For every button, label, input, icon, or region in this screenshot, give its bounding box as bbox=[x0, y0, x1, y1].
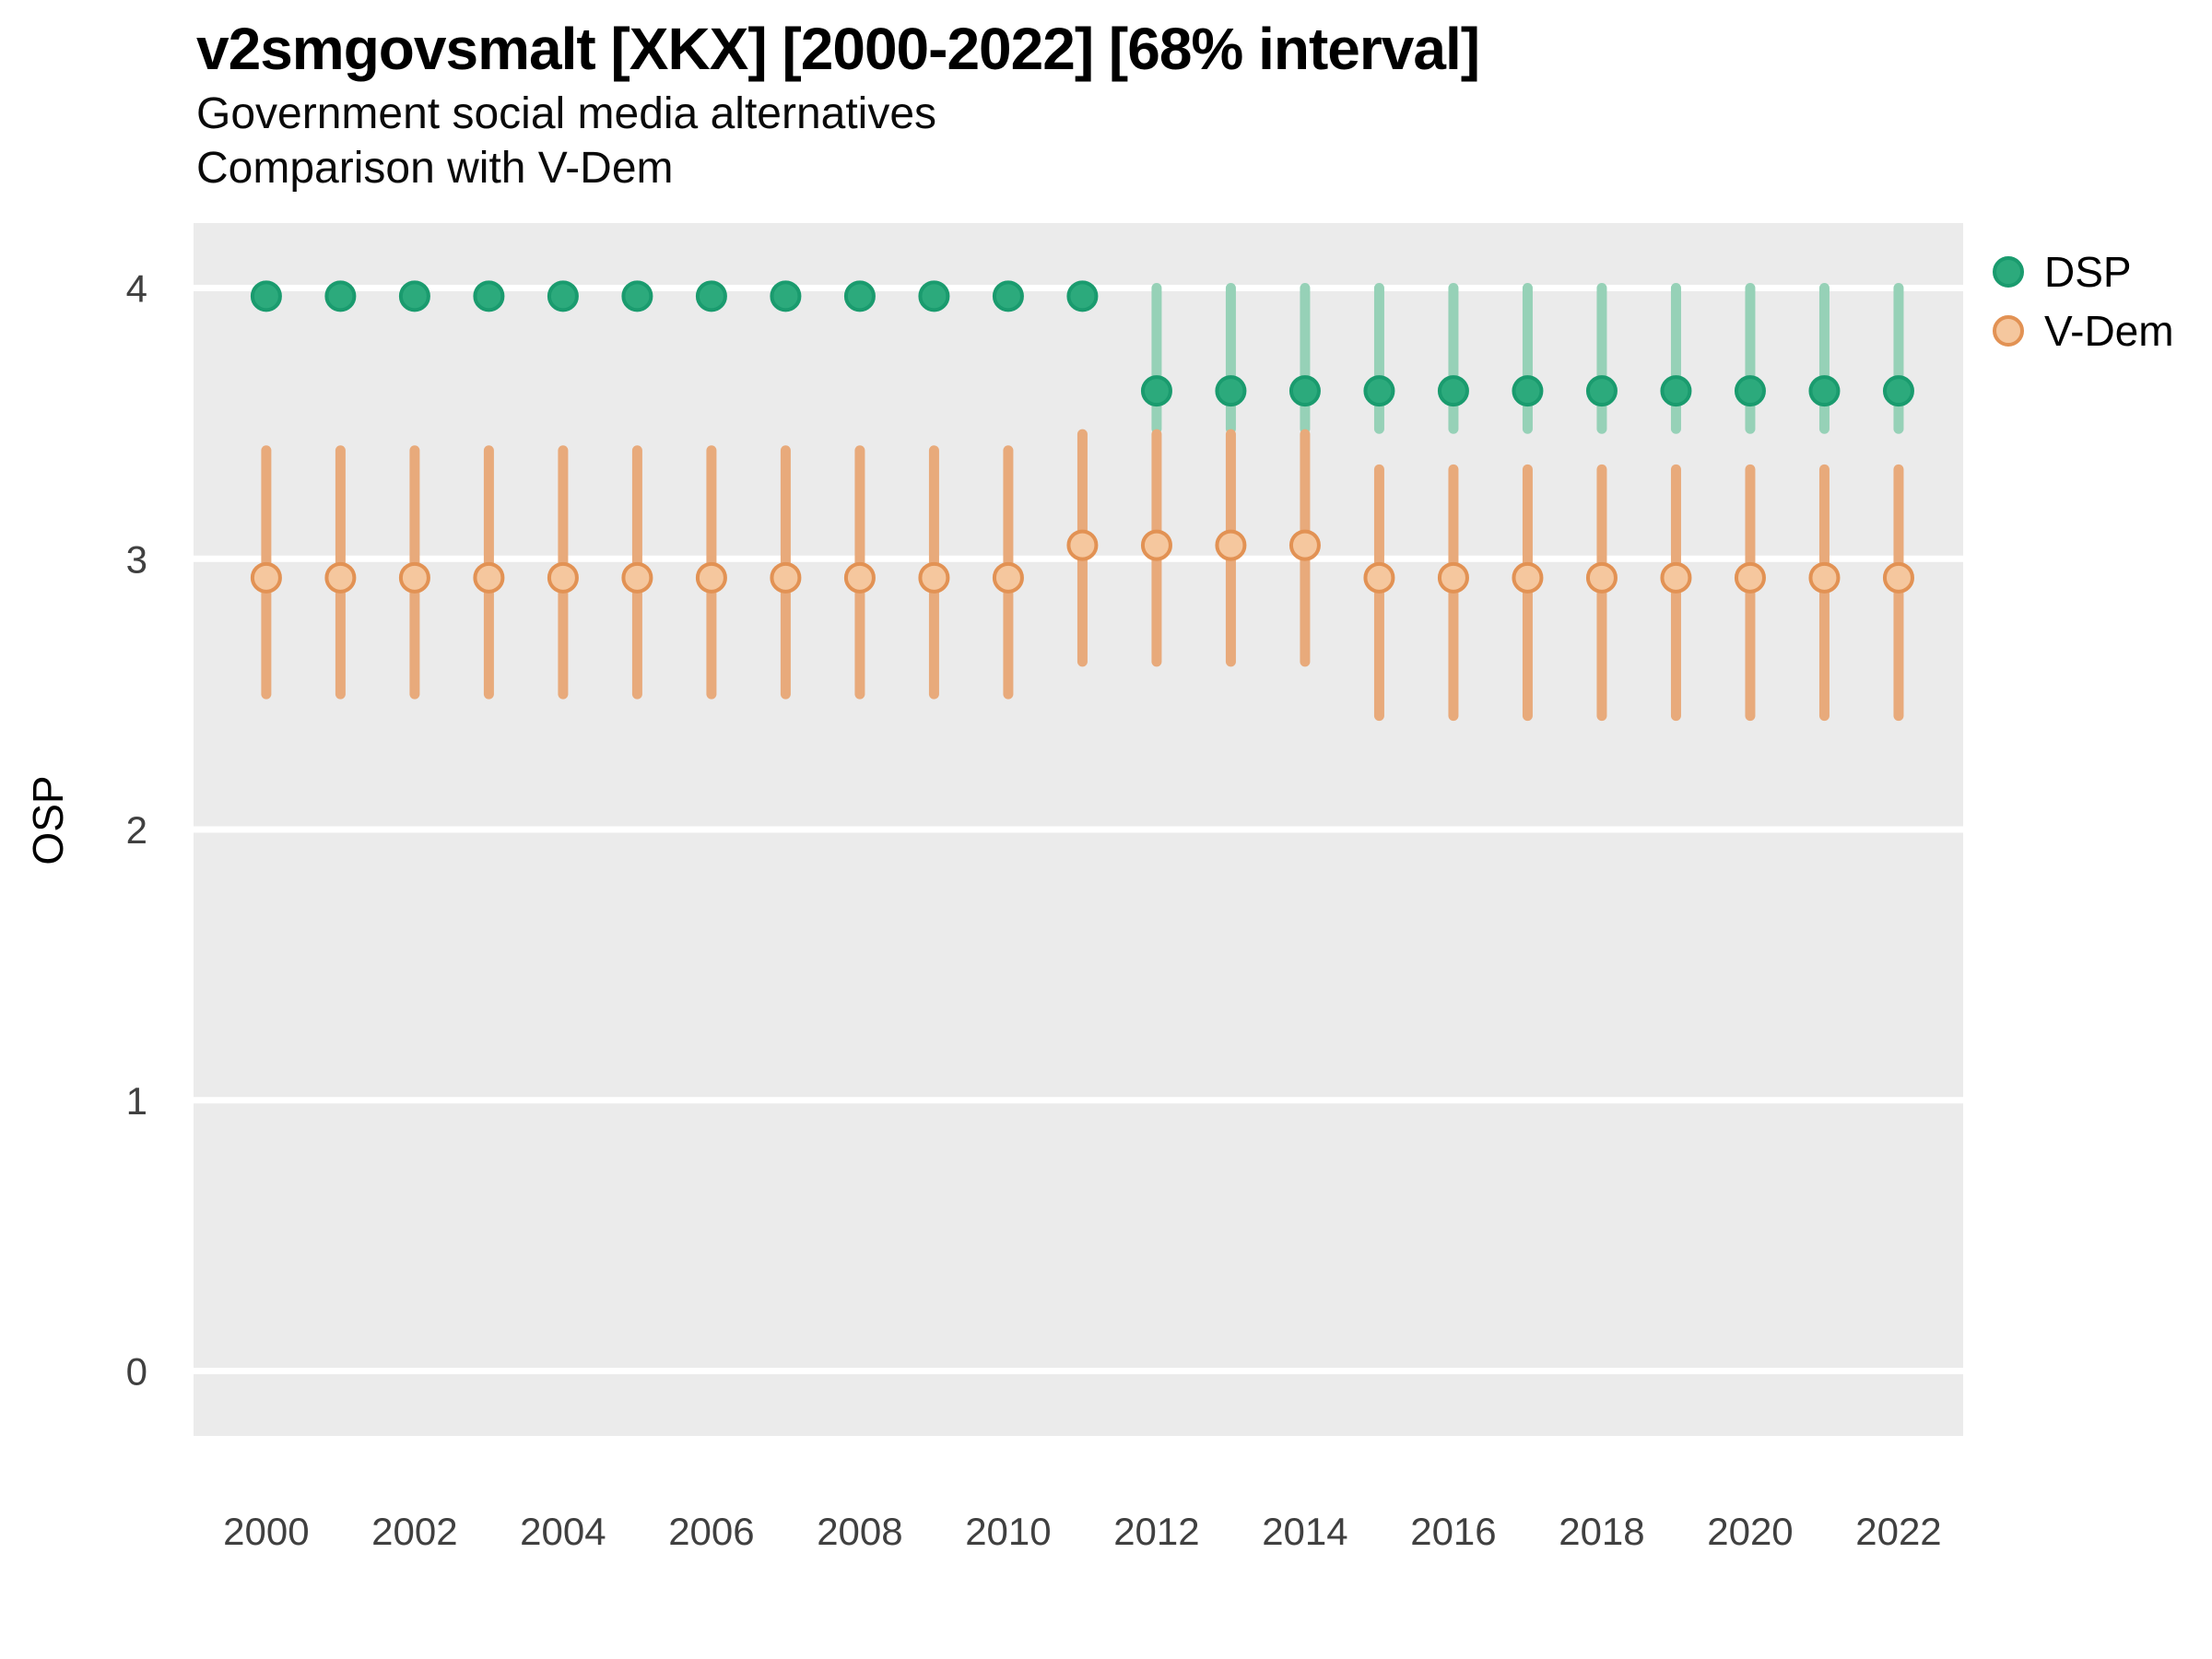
chart-header: v2smgovsmalt [XKX] [2000-2022] [68% inte… bbox=[196, 16, 1480, 195]
y-tick-label-1: 1 bbox=[126, 1079, 147, 1123]
vdem-point-2010 bbox=[992, 561, 1024, 594]
y-tick-label-0: 0 bbox=[126, 1350, 147, 1394]
dsp-legend-label: DSP bbox=[2044, 248, 2132, 296]
x-tick-label-2010: 2010 bbox=[965, 1510, 1051, 1553]
dsp-point-2016 bbox=[1437, 375, 1469, 407]
dsp-point-2007 bbox=[770, 280, 802, 312]
dsp-point-2011 bbox=[1066, 280, 1099, 312]
vdem-point-2015 bbox=[1363, 561, 1395, 594]
vdem-point-2014 bbox=[1288, 529, 1321, 561]
dsp-point-2008 bbox=[843, 280, 876, 312]
vdem-point-2017 bbox=[1512, 561, 1544, 594]
chart-subtitle: Government social media alternatives bbox=[196, 89, 937, 139]
dsp-point-2000 bbox=[250, 280, 282, 312]
dsp-point-2012 bbox=[1140, 375, 1172, 407]
gridline-y-0 bbox=[194, 1368, 1963, 1374]
dsp-point-2006 bbox=[695, 280, 727, 312]
vdem-point-2018 bbox=[1585, 561, 1618, 594]
x-tick-label-2018: 2018 bbox=[1559, 1510, 1644, 1553]
dsp-point-2014 bbox=[1288, 375, 1321, 407]
x-tick-label-2022: 2022 bbox=[1855, 1510, 1941, 1553]
vdem-point-2004 bbox=[547, 561, 579, 594]
dsp-point-2020 bbox=[1734, 375, 1766, 407]
vdem-point-2003 bbox=[473, 561, 505, 594]
x-tick-label-2014: 2014 bbox=[1262, 1510, 1347, 1553]
vdem-point-2013 bbox=[1215, 529, 1247, 561]
x-tick-label-2020: 2020 bbox=[1707, 1510, 1793, 1553]
dsp-point-2013 bbox=[1215, 375, 1247, 407]
legend-item-dsp: DSP bbox=[1993, 251, 2174, 293]
vdem-point-2016 bbox=[1437, 561, 1469, 594]
dsp-legend-dot-icon bbox=[1993, 256, 2024, 288]
vdem-point-2008 bbox=[843, 561, 876, 594]
dsp-point-2002 bbox=[398, 280, 430, 312]
x-tick-label-2016: 2016 bbox=[1410, 1510, 1496, 1553]
vdem-legend-label: V-Dem bbox=[2044, 307, 2174, 355]
y-tick-label-3: 3 bbox=[126, 537, 147, 581]
x-tick-label-2004: 2004 bbox=[520, 1510, 606, 1553]
dsp-point-2005 bbox=[621, 280, 653, 312]
dsp-point-2015 bbox=[1363, 375, 1395, 407]
legend-item-vdem: V-Dem bbox=[1993, 310, 2174, 352]
dsp-point-2017 bbox=[1512, 375, 1544, 407]
dsp-point-2010 bbox=[992, 280, 1024, 312]
vdem-point-2011 bbox=[1066, 529, 1099, 561]
vdem-point-2019 bbox=[1660, 561, 1692, 594]
vdem-point-2000 bbox=[250, 561, 282, 594]
vdem-point-2007 bbox=[770, 561, 802, 594]
vdem-point-2022 bbox=[1882, 561, 1914, 594]
dsp-point-2021 bbox=[1808, 375, 1841, 407]
chart-title: v2smgovsmalt [XKX] [2000-2022] [68% inte… bbox=[196, 16, 1480, 82]
dsp-point-2018 bbox=[1585, 375, 1618, 407]
x-tick-label-2002: 2002 bbox=[371, 1510, 457, 1553]
x-tick-label-2006: 2006 bbox=[668, 1510, 754, 1553]
dsp-point-2003 bbox=[473, 280, 505, 312]
dsp-point-2019 bbox=[1660, 375, 1692, 407]
vdem-point-2002 bbox=[398, 561, 430, 594]
vdem-point-2009 bbox=[918, 561, 950, 594]
dsp-point-2004 bbox=[547, 280, 579, 312]
gridline-y-2 bbox=[194, 826, 1963, 833]
y-tick-label-2: 2 bbox=[126, 808, 147, 852]
x-tick-label-2008: 2008 bbox=[817, 1510, 902, 1553]
vdem-point-2001 bbox=[324, 561, 357, 594]
legend: DSP V-Dem bbox=[1993, 251, 2174, 352]
y-tick-label-4: 4 bbox=[126, 267, 147, 311]
dsp-point-2001 bbox=[324, 280, 357, 312]
vdem-point-2021 bbox=[1808, 561, 1841, 594]
vdem-point-2020 bbox=[1734, 561, 1766, 594]
dsp-point-2009 bbox=[918, 280, 950, 312]
vdem-legend-dot-icon bbox=[1993, 315, 2024, 347]
vdem-point-2006 bbox=[695, 561, 727, 594]
gridline-y-1 bbox=[194, 1097, 1963, 1104]
dsp-point-2022 bbox=[1882, 375, 1914, 407]
vdem-point-2005 bbox=[621, 561, 653, 594]
vdem-point-2012 bbox=[1140, 529, 1172, 561]
x-tick-label-2012: 2012 bbox=[1113, 1510, 1199, 1553]
x-tick-label-2000: 2000 bbox=[223, 1510, 309, 1553]
chart-subtitle-2: Comparison with V-Dem bbox=[196, 144, 674, 194]
